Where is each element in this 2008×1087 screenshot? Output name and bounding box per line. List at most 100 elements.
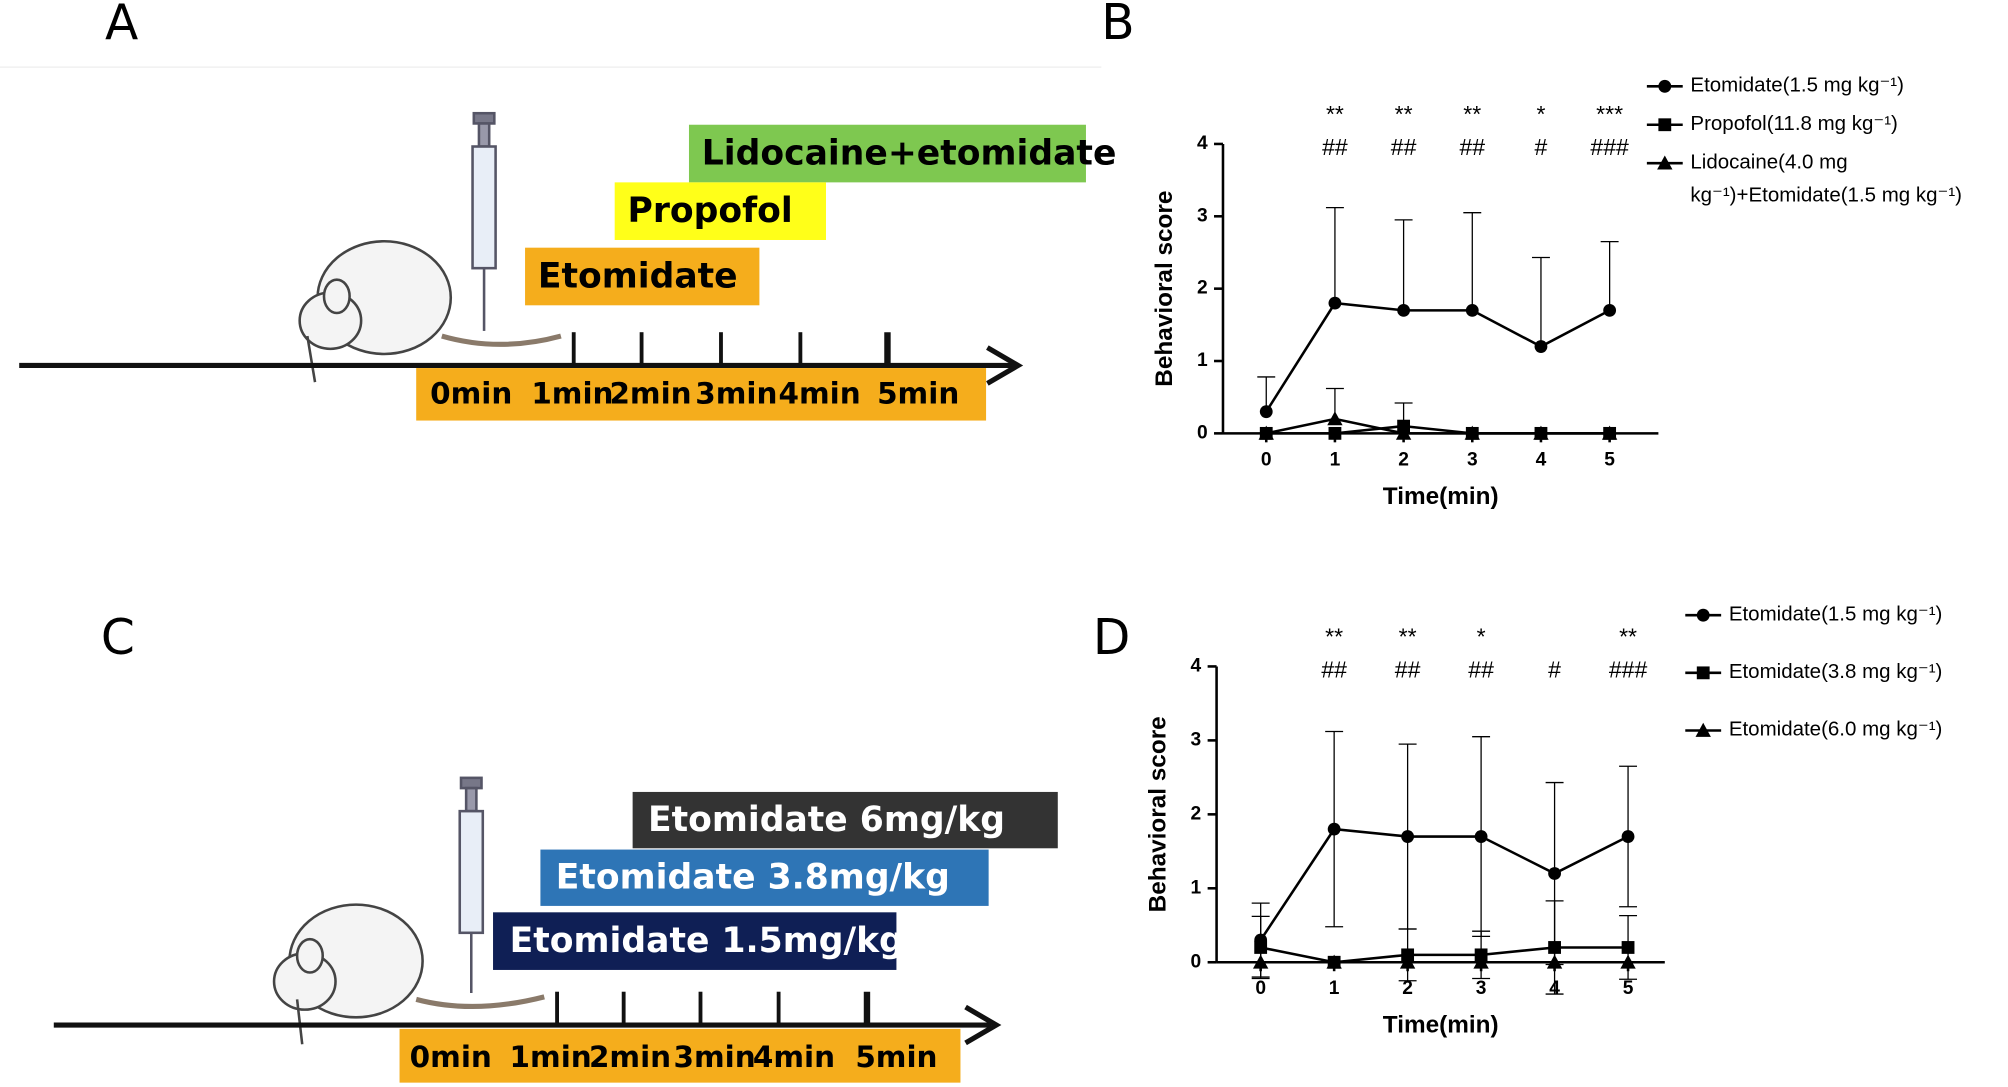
marker	[1259, 405, 1273, 419]
marker	[1395, 425, 1412, 440]
time-label: 2min	[589, 1040, 671, 1074]
drug-bar	[614, 182, 826, 240]
marker	[1534, 340, 1548, 353]
x-tick-label: 2	[1398, 449, 1409, 470]
marker	[1658, 79, 1672, 93]
x-tick-label: 0	[1255, 978, 1266, 999]
panel-label: B	[1101, 0, 1134, 51]
drug-label: Etomidate 3.8mg/kg	[556, 858, 950, 898]
significance-hashes: #	[1535, 134, 1548, 160]
marker	[1474, 830, 1488, 843]
y-tick-label: 1	[1197, 350, 1208, 371]
marker	[1695, 722, 1711, 737]
significance-stars: ***	[1596, 101, 1623, 127]
legend-label: Lidocaine(4.0 mg kg⁻¹)+Etomidate(1.5 mg …	[1690, 151, 1962, 207]
marker	[1621, 941, 1635, 954]
time-band	[399, 1028, 961, 1083]
panel-label: D	[1093, 610, 1130, 666]
significance-stars: *	[1477, 623, 1486, 649]
y-tick-label: 4	[1191, 656, 1202, 677]
significance-hashes: ##	[1395, 657, 1421, 683]
x-axis-label: Time(min)	[1383, 1012, 1499, 1039]
marker	[1603, 303, 1617, 317]
panel-label: A	[105, 0, 138, 51]
panel-label: C	[101, 610, 135, 666]
time-label: 5min	[877, 376, 959, 410]
y-tick-label: 2	[1197, 278, 1208, 299]
marker	[1327, 411, 1343, 426]
time-label: 4min	[778, 376, 860, 410]
significance-stars: **	[1463, 101, 1481, 127]
marker	[1696, 666, 1710, 680]
marker	[1548, 941, 1561, 954]
x-tick-label: 4	[1536, 449, 1547, 470]
legend-entry: Propofol(11.8 mg kg⁻¹)	[1690, 113, 1898, 135]
time-label: 3min	[695, 376, 777, 410]
marker	[1254, 941, 1268, 954]
drug-label: Etomidate 6mg/kg	[648, 800, 1005, 840]
time-label: 0min	[410, 1040, 492, 1074]
marker	[1401, 830, 1415, 843]
marker	[1546, 954, 1563, 969]
drug-bar	[688, 124, 1086, 183]
x-tick-label: 0	[1261, 449, 1272, 470]
legend-label: Etomidate(1.5 mg kg⁻¹)	[1728, 603, 1943, 626]
x-tick-label: 1	[1330, 449, 1341, 470]
marker	[1258, 425, 1274, 440]
timeline-arrow	[986, 345, 1024, 386]
marker	[1465, 303, 1479, 317]
y-tick-label: 0	[1197, 422, 1208, 443]
marker	[1548, 867, 1561, 880]
time-band	[416, 368, 987, 421]
legend-label: Etomidate(3.8 mg kg⁻¹)	[1728, 661, 1943, 684]
x-tick-label: 5	[1604, 449, 1615, 470]
drug-label: Propofol	[628, 191, 793, 231]
significance-hashes: ###	[1609, 657, 1648, 683]
drug-bar	[540, 849, 989, 906]
time-label: 4min	[753, 1040, 835, 1074]
time-label: 1min	[531, 376, 613, 410]
marker	[1657, 155, 1673, 170]
time-label: 3min	[673, 1040, 755, 1074]
y-tick-label: 2	[1191, 803, 1202, 824]
rat-illustration	[298, 239, 562, 383]
timeline-arrow	[964, 1004, 1002, 1046]
legend-entry: Etomidate(1.5 mg kg⁻¹)	[1728, 603, 1943, 626]
syringe-illustration	[458, 776, 485, 993]
marker	[1658, 118, 1672, 132]
significance-stars: **	[1619, 623, 1637, 649]
marker	[1252, 954, 1269, 969]
syringe-illustration	[471, 111, 497, 331]
drug-label: Lidocaine+etomidate	[702, 133, 1117, 173]
significance-hashes: ###	[1590, 134, 1629, 160]
significance-hashes: ##	[1321, 657, 1347, 683]
marker	[1326, 954, 1342, 969]
legend-entry: Etomidate(3.8 mg kg⁻¹)	[1728, 661, 1943, 684]
y-axis-label: Behavioral score	[1144, 716, 1171, 912]
marker	[1328, 296, 1342, 310]
marker	[1533, 425, 1549, 440]
y-tick-label: 0	[1191, 951, 1202, 972]
marker	[1473, 954, 1489, 969]
y-tick-label: 4	[1197, 133, 1208, 154]
legend-label: Propofol(11.8 mg kg⁻¹)	[1690, 113, 1898, 135]
time-label: 5min	[855, 1040, 937, 1074]
series-line	[1265, 417, 1610, 435]
x-tick-label: 3	[1467, 449, 1478, 470]
significance-stars: **	[1395, 101, 1413, 127]
drug-label: Etomidate 1.5mg/kg	[510, 921, 904, 961]
significance-stars: *	[1536, 101, 1545, 127]
significance-hashes: ##	[1468, 657, 1494, 683]
x-axis-label: Time(min)	[1383, 483, 1499, 510]
legend-entry: Etomidate(6.0 mg kg⁻¹)	[1729, 719, 1943, 741]
marker	[1696, 608, 1710, 622]
x-tick-label: 1	[1329, 978, 1340, 999]
significance-stars: **	[1399, 623, 1417, 649]
legend-label: Etomidate(1.5 mg kg⁻¹)	[1690, 74, 1904, 97]
drug-label: Etomidate	[538, 256, 738, 296]
rat-illustration	[272, 903, 545, 1045]
drug-bar	[493, 912, 897, 970]
drug-bar	[525, 247, 760, 306]
series-line	[1259, 827, 1629, 941]
marker	[1464, 425, 1480, 440]
